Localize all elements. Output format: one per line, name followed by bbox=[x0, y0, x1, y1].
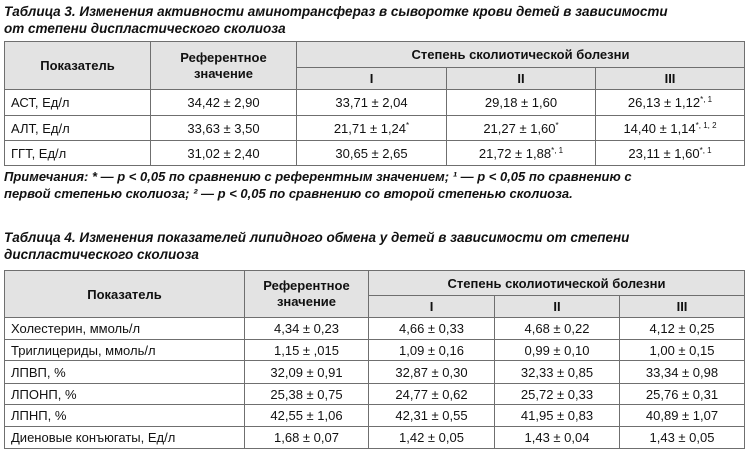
table-row: Диеновые конъюгаты, Ед/л 1,68 ± 0,07 1,4… bbox=[4, 426, 746, 449]
table3-header-reference-line1: Референтное bbox=[180, 49, 267, 65]
table-row: Триглицериды, ммоль/л 1,15 ± ,015 1,09 ±… bbox=[4, 339, 746, 361]
value: 30,65 ± 2,65 bbox=[335, 145, 408, 161]
significance-mark: *, 1 bbox=[700, 95, 713, 104]
table4-cell-ref: 4,34 ± 0,23 bbox=[244, 317, 369, 340]
table-row: Холестерин, ммоль/л 4,34 ± 0,23 4,66 ± 0… bbox=[4, 317, 746, 340]
table4-cell-ref: 42,55 ± 1,06 bbox=[244, 404, 369, 427]
table4-row-label: ЛПВП, % bbox=[4, 360, 245, 384]
table4-cell-d3: 25,76 ± 0,31 bbox=[618, 383, 746, 405]
table4-cell-d2: 41,95 ± 0,83 bbox=[494, 404, 620, 427]
table3-cell-d2: 29,18 ± 1,60 bbox=[446, 89, 596, 116]
table-row: ЛПОНП, % 25,38 ± 0,75 24,77 ± 0,62 25,72… bbox=[4, 383, 746, 405]
table4-header-reference-line1: Референтное bbox=[263, 278, 350, 293]
table4-cell-d3: 4,12 ± 0,25 bbox=[618, 317, 746, 340]
table3-caption-line2: от степени диспластического сколиоза bbox=[4, 21, 286, 36]
table3-row-label: АСТ, Ед/л bbox=[4, 89, 151, 116]
table4-cell-d3: 33,34 ± 0,98 bbox=[618, 360, 746, 384]
table-row: ЛПВП, % 32,09 ± 0,91 32,87 ± 0,30 32,33 … bbox=[4, 360, 746, 384]
table4-row-label: ЛПОНП, % bbox=[4, 383, 245, 405]
table3-caption-line1: Таблица 3. Изменения активности аминотра… bbox=[4, 4, 668, 19]
table3-row-label: АЛТ, Ед/л bbox=[4, 115, 151, 141]
table3-header-deg3: III bbox=[594, 67, 746, 90]
significance-mark: *, 1, 2 bbox=[695, 120, 717, 130]
table3-header-deg2: II bbox=[446, 67, 596, 90]
table3-cell-ref: 34,42 ± 2,90 bbox=[150, 89, 297, 116]
table-row: ГГТ, Ед/л 31,02 ± 2,40 30,65 ± 2,65 21,7… bbox=[4, 140, 746, 166]
table3-cell-d1: 33,71 ± 2,04 bbox=[296, 89, 447, 116]
table4-header-group: Степень сколиотической болезни bbox=[367, 270, 746, 296]
table4-header-deg1: I bbox=[368, 295, 495, 318]
table4-header-indicator: Показатель bbox=[4, 270, 245, 318]
table3-cell-ref: 33,63 ± 3,50 bbox=[150, 115, 297, 141]
table4-cell-ref: 1,68 ± 0,07 bbox=[244, 426, 369, 449]
value: 29,18 ± 1,60 bbox=[484, 95, 558, 110]
table4-cell-ref: 25,38 ± 0,75 bbox=[244, 383, 369, 405]
table4-cell-d1: 4,66 ± 0,33 bbox=[368, 317, 495, 340]
table4-cell-d1: 1,09 ± 0,16 bbox=[368, 339, 495, 361]
table4-cell-d1: 24,77 ± 0,62 bbox=[368, 383, 495, 405]
table3-header-deg1: I bbox=[296, 67, 447, 90]
table4-cell-d3: 40,89 ± 1,07 bbox=[618, 404, 746, 427]
table-row: ЛПНП, % 42,55 ± 1,06 42,31 ± 0,55 41,95 … bbox=[4, 404, 746, 427]
table4-cell-d2: 32,33 ± 0,85 bbox=[494, 360, 620, 384]
significance-mark: *, 1 bbox=[551, 145, 564, 155]
table4-header-reference-line2: значение bbox=[276, 294, 337, 309]
table4-cell-d1: 32,87 ± 0,30 bbox=[368, 360, 495, 384]
table4-row-label: Диеновые конъюгаты, Ед/л bbox=[4, 426, 245, 449]
table4-cell-ref: 1,15 ± ,015 bbox=[244, 339, 369, 361]
table4-row-label: ЛПНП, % bbox=[4, 404, 245, 427]
significance-mark: * bbox=[406, 120, 410, 130]
table4-row-label: Триглицериды, ммоль/л bbox=[4, 339, 245, 361]
significance-mark: *, 1 bbox=[699, 145, 712, 155]
table4-cell-d1: 1,42 ± 0,05 bbox=[368, 426, 495, 449]
table4-cell-d2: 0,99 ± 0,10 bbox=[494, 339, 620, 361]
value: 21,71 ± 1,24 bbox=[333, 120, 407, 136]
table3-cell-d3: 26,13 ± 1,12*, 1 bbox=[594, 89, 746, 116]
table4-cell-d2: 25,72 ± 0,33 bbox=[494, 383, 620, 405]
table3-header-reference: Референтное значение bbox=[150, 41, 297, 90]
table4-cell-ref: 32,09 ± 0,91 bbox=[244, 360, 369, 384]
table3-header-reference-line2: значение bbox=[193, 65, 254, 81]
table4-header-deg2: II bbox=[494, 295, 620, 318]
table3-cell-d2: 21,27 ± 1,60* bbox=[446, 115, 596, 141]
table3-cell-d2: 21,72 ± 1,88*, 1 bbox=[446, 140, 596, 166]
table3-header-group: Степень сколиотической болезни bbox=[295, 41, 746, 68]
table3-cell-d1: 21,71 ± 1,24* bbox=[296, 115, 447, 141]
table3-header-indicator: Показатель bbox=[4, 41, 151, 90]
table4-cell-d1: 42,31 ± 0,55 bbox=[368, 404, 495, 427]
value: 21,72 ± 1,88 bbox=[478, 145, 552, 161]
table3-cell-ref: 31,02 ± 2,40 bbox=[150, 140, 297, 166]
table3-notes: Примечания: * — p < 0,05 по сравнению с … bbox=[4, 168, 744, 202]
table3-cell-d3: 23,11 ± 1,60*, 1 bbox=[594, 140, 746, 166]
value: 21,27 ± 1,60 bbox=[483, 120, 556, 136]
table-row: АЛТ, Ед/л 33,63 ± 3,50 21,71 ± 1,24* 21,… bbox=[4, 115, 746, 141]
table4-cell-d3: 1,43 ± 0,05 bbox=[618, 426, 746, 449]
table3-cell-d1: 30,65 ± 2,65 bbox=[296, 140, 447, 166]
table3: Показатель Референтное значение Степень … bbox=[4, 41, 746, 166]
table3-note-line2: первой степенью сколиоза; ² — p < 0,05 п… bbox=[4, 186, 573, 201]
table4-caption: Таблица 4. Изменения показателей липидно… bbox=[4, 229, 629, 263]
table4-header-deg3: III bbox=[618, 295, 746, 318]
table3-note-line1: Примечания: * — p < 0,05 по сравнению с … bbox=[4, 169, 632, 184]
table-row: АСТ, Ед/л 34,42 ± 2,90 33,71 ± 2,04 29,1… bbox=[4, 89, 746, 116]
table4-caption-line1: Таблица 4. Изменения показателей липидно… bbox=[4, 230, 630, 245]
value: 23,11 ± 1,60 bbox=[628, 145, 700, 161]
table4-header-reference: Референтное значение bbox=[244, 270, 369, 318]
significance-mark: * bbox=[555, 120, 559, 130]
table3-caption: Таблица 3. Изменения активности аминотра… bbox=[4, 3, 668, 37]
table4-cell-d2: 4,68 ± 0,22 bbox=[494, 317, 620, 340]
table3-row-label: ГГТ, Ед/л bbox=[4, 140, 151, 166]
table3-cell-d3: 14,40 ± 1,14*, 1, 2 bbox=[594, 115, 746, 141]
table4: Показатель Референтное значение Степень … bbox=[4, 270, 746, 449]
table4-row-label: Холестерин, ммоль/л bbox=[4, 317, 245, 340]
value: 33,71 ± 2,04 bbox=[335, 95, 408, 110]
value: 14,40 ± 1,14 bbox=[623, 120, 696, 136]
table4-cell-d2: 1,43 ± 0,04 bbox=[494, 426, 620, 449]
table4-caption-line2: диспластического сколиоза bbox=[4, 247, 199, 262]
value: 26,13 ± 1,12 bbox=[627, 95, 701, 110]
table4-cell-d3: 1,00 ± 0,15 bbox=[618, 339, 746, 361]
